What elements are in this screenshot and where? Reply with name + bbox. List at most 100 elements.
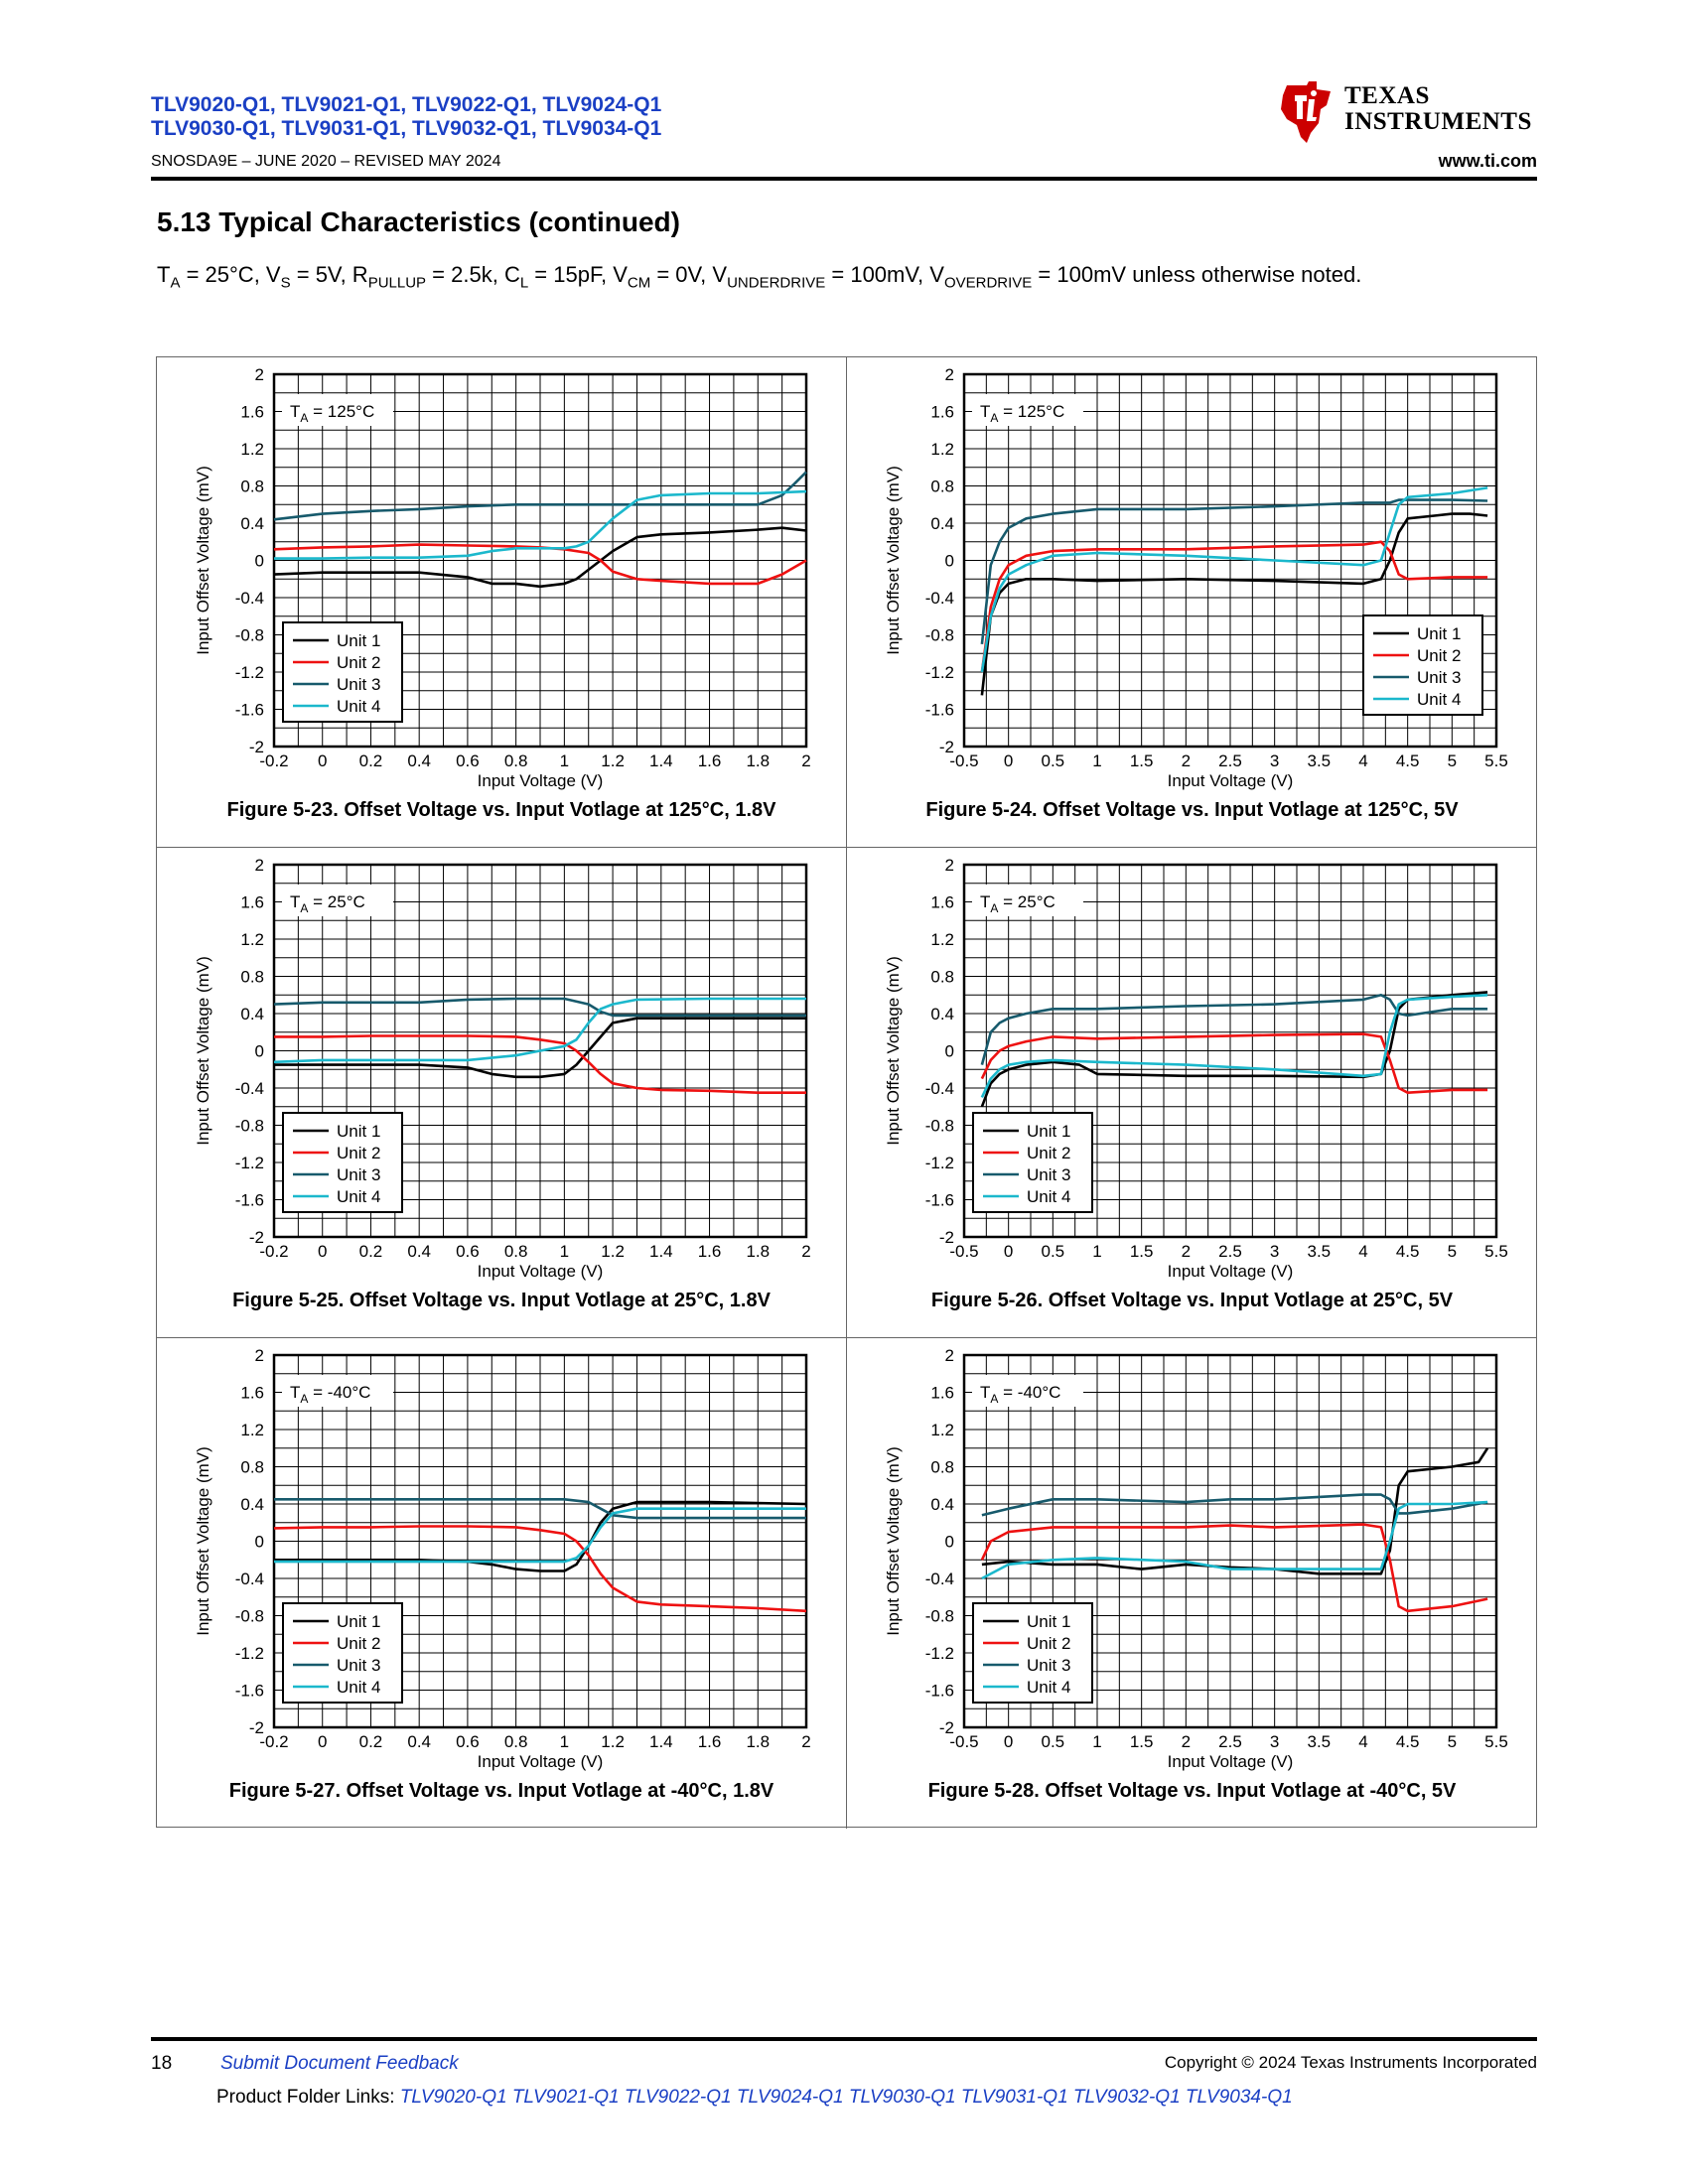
legend-label: Unit 1 [1417,624,1461,643]
figure-cell: -0.2 0 0.2 0.4 0.6 0.8 1 1.2 1.4 1.6 1.8 2 2 1.6 1.2 0.… [157,848,847,1338]
x-tick-label: 2 [801,751,810,770]
temperature-annotation: TA = 25°C [290,892,365,915]
y-tick-label: -1.6 [235,1191,264,1210]
x-tick-label: 1.4 [649,1732,673,1751]
legend-label: Unit 4 [337,697,380,716]
x-tick-label: 5.5 [1484,1242,1508,1261]
y-tick-label: 0.4 [930,1005,954,1024]
submit-feedback-link[interactable]: Submit Document Feedback [220,2053,459,2074]
x-tick-label: 2.5 [1218,751,1242,770]
y-tick-label: 2 [945,365,954,384]
product-links[interactable]: TLV9020-Q1 TLV9021-Q1 TLV9022-Q1 TLV9024… [399,2087,1293,2108]
x-axis-label: Input Voltage (V) [1168,1262,1294,1281]
x-tick-label: -0.2 [259,1732,288,1751]
y-tick-label: 1.6 [240,893,264,912]
temperature-annotation: TA = -40°C [290,1383,370,1406]
legend-label: Unit 2 [337,653,380,672]
x-tick-label: 1.2 [601,751,625,770]
x-tick-label: 4.5 [1396,1732,1420,1751]
x-tick-label: 2.5 [1218,1732,1242,1751]
series-line-1 [274,1017,806,1079]
series-line-4 [274,1507,806,1564]
y-tick-label: -2 [939,1228,954,1247]
y-tick-label: 2 [255,1346,264,1365]
x-tick-label: 0.5 [1042,1242,1065,1261]
x-tick-label: -0.5 [949,1732,978,1751]
x-tick-label: 0.4 [407,1732,431,1751]
y-tick-label: 1.2 [930,930,954,949]
legend-label: Unit 2 [337,1634,380,1653]
x-tick-label: 0 [318,1732,327,1751]
x-tick-label: 0.8 [504,751,528,770]
y-tick-label: 0 [945,1533,954,1552]
temperature-annotation: TA = 125°C [980,402,1064,425]
plot-frame [272,863,808,1239]
x-tick-label: 4 [1358,751,1367,770]
x-tick-label: 1 [560,1732,569,1751]
y-tick-label: -0.8 [925,1117,954,1136]
plot-frame [962,372,1498,749]
y-tick-label: -0.4 [235,589,264,608]
x-tick-label: -0.2 [259,1242,288,1261]
legend-label: Unit 1 [337,1612,380,1631]
plot-frame [272,1353,808,1729]
series-line-3 [273,997,806,1018]
section-title: 5.13 Typical Characteristics (continued) [157,206,680,237]
y-tick-label: 2 [945,1346,954,1365]
series-line-2 [980,1032,1488,1094]
x-tick-label: 2 [1182,1242,1191,1261]
y-tick-label: 0.8 [930,478,954,496]
x-tick-label: 1.4 [649,1242,673,1261]
y-tick-label: 0.4 [240,1005,264,1024]
y-tick-label: 0.4 [240,1495,264,1514]
y-tick-label: 1.2 [240,1421,264,1439]
temperature-annotation: TA = -40°C [980,1383,1060,1406]
title-line-1: TLV9020-Q1, TLV9021-Q1, TLV9022-Q1, TLV9… [151,93,662,116]
series-line-2 [980,540,1488,673]
legend-label: Unit 2 [1027,1144,1070,1162]
x-tick-label: 0.6 [456,751,480,770]
x-tick-label: 0 [318,751,327,770]
copyright: Copyright © 2024 Texas Instruments Incor… [1164,2053,1537,2072]
page-number: 18 [151,2053,173,2074]
figure-caption: Figure 5-26. Offset Voltage vs. Input Vo… [930,1290,1454,1311]
legend-label: Unit 3 [1417,668,1461,687]
figure-cell: -0.5 0 0.5 1 1.5 2 2.5 3 3.5 4 4.5 5 5.5 2 1.6 1.2 0.8 0.… [847,357,1537,848]
x-tick-label: 2 [801,1242,810,1261]
series-line-3 [980,994,1488,1065]
legend-label: Unit 1 [337,1122,380,1141]
y-tick-label: 2 [255,365,264,384]
series-line-3 [274,1498,806,1520]
test-conditions: TA = 25°C, VS = 5V, RPULLUP = 2.5k, CL =… [157,262,1362,292]
legend-label: Unit 4 [1027,1187,1070,1206]
x-tick-label: 5.5 [1484,751,1508,770]
figure-grid: -0.2 0 0.2 0.4 0.6 0.8 1 1.2 1.4 1.6 1.8 2 2 1.6 1.2 0.… [156,356,1537,1829]
x-tick-label: -0.5 [949,1242,978,1261]
website-link[interactable]: www.ti.com [1438,151,1537,171]
line-chart: -0.5 0 0.5 1 1.5 2 2.5 3 3.5 4 4.5 5 5.5 2 1.6 1.2 0.8 0.… [884,1346,1508,1771]
document-id: SNOSDA9E – JUNE 2020 – REVISED MAY 2024 [151,153,501,170]
x-tick-label: 1.2 [601,1732,625,1751]
y-tick-label: 1.2 [240,930,264,949]
series-line-4 [981,1500,1488,1580]
x-tick-label: 1.8 [746,1732,770,1751]
legend-label: Unit 3 [337,1165,380,1184]
y-tick-label: 0.8 [930,1458,954,1477]
legend-label: Unit 3 [1027,1165,1070,1184]
x-tick-label: 4 [1358,1732,1367,1751]
y-tick-label: -1.2 [235,1154,264,1172]
y-tick-label: 0.8 [240,1458,264,1477]
y-tick-label: 0 [255,552,264,571]
x-tick-label: 0 [1004,1732,1013,1751]
legend: Unit 1 Unit 2 Unit 3 Unit 4 [972,1112,1093,1213]
legend-label: Unit 3 [337,675,380,694]
y-tick-label: 1.2 [240,440,264,459]
product-folder-links: Product Folder Links: TLV9020-Q1 TLV9021… [216,2087,1293,2109]
x-tick-label: 4 [1358,1242,1367,1261]
legend-label: Unit 1 [337,631,380,650]
y-axis-label: Input Offset Voltage (mV) [194,956,212,1146]
plot-frame [962,1353,1498,1729]
legend-label: Unit 4 [337,1187,380,1206]
x-tick-label: 0.8 [504,1242,528,1261]
series-line-3 [981,1493,1488,1517]
